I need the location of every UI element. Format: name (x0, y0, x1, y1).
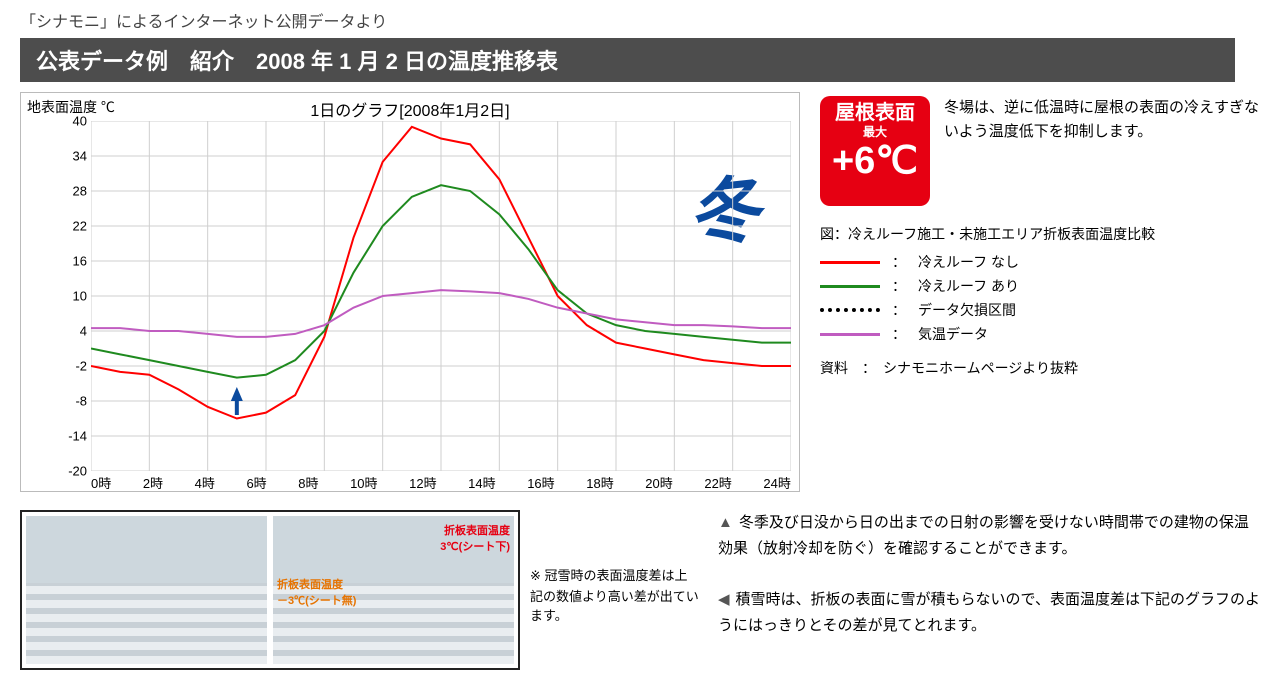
legend-row: ：冷えルーフ あり (820, 276, 1260, 296)
y-tick: -8 (75, 394, 87, 409)
y-axis-label: 地表面温度 ℃ (27, 97, 115, 117)
chart-box: 地表面温度 ℃ 1日のグラフ[2008年1月2日] 冬 -20-14-8-241… (20, 92, 800, 492)
legend-label: 冷えルーフ あり (918, 276, 1019, 296)
x-tick: 0時 (91, 473, 111, 492)
legend-label: データ欠損区間 (918, 300, 1016, 320)
header-bar: 公表データ例 紹介 2008 年 1 月 2 日の温度推移表 (20, 38, 1235, 82)
legend-swatch (820, 333, 880, 336)
badge-line1: 屋根表面 (824, 102, 926, 124)
x-tick: 6時 (246, 473, 266, 492)
main-row: 地表面温度 ℃ 1日のグラフ[2008年1月2日] 冬 -20-14-8-241… (20, 92, 1260, 492)
photo-note: ※ 冠雪時の表面温度差は上記の数値より高い差が出ています。 (530, 510, 700, 670)
photo-label-2: 折板表面温度 －3℃(シート無) (277, 576, 356, 608)
photo-box: 折板表面温度 3℃(シート下) 折板表面温度 －3℃(シート無) (20, 510, 520, 670)
x-tick: 18時 (586, 473, 613, 492)
photo-right: 折板表面温度 3℃(シート下) 折板表面温度 －3℃(シート無) (273, 516, 514, 664)
x-tick: 24時 (763, 473, 790, 492)
x-tick: 14時 (468, 473, 495, 492)
y-tick: 4 (80, 324, 87, 339)
side-column: 屋根表面 最大 +6℃ 冬場は、逆に低温時に屋根の表面の冷えすぎないよう温度低下… (820, 92, 1260, 492)
legend-rows: ：冷えルーフ なし ：冷えルーフ あり ：データ欠損区間 ：気温データ (820, 252, 1260, 344)
y-tick: 40 (73, 114, 87, 129)
triangle-icon: ▲ (718, 510, 733, 536)
chart-area: 地表面温度 ℃ 1日のグラフ[2008年1月2日] 冬 -20-14-8-241… (20, 92, 800, 492)
legend-swatch (820, 261, 880, 264)
y-tick: -2 (75, 359, 87, 374)
bottom-row: 折板表面温度 3℃(シート下) 折板表面温度 －3℃(シート無) ※ 冠雪時の表… (20, 510, 1260, 670)
x-tick: 16時 (527, 473, 554, 492)
note-text: 冠雪時の表面温度差は上記の数値より高い差が出ています。 (530, 568, 699, 623)
triangle-icon: ◀ (718, 587, 730, 613)
legend-label: 冷えルーフ なし (918, 252, 1019, 272)
legend-swatch (820, 285, 880, 288)
x-tick: 20時 (645, 473, 672, 492)
badge-description: 冬場は、逆に低温時に屋根の表面の冷えすぎないよう温度低下を抑制します。 (944, 96, 1260, 144)
y-tick: 16 (73, 254, 87, 269)
x-tick: 22時 (704, 473, 731, 492)
photo-label-1: 折板表面温度 3℃(シート下) (440, 522, 510, 554)
bullet-1: ▲冬季及び日没から日の出までの日射の影響を受けない時間帯での建物の保温効果（放射… (718, 510, 1260, 561)
legend-row: ：気温データ (820, 324, 1260, 344)
legend-title: 図：冷えルーフ施工・未施工エリア折板表面温度比較 (820, 224, 1260, 244)
badge-line2: 最大 (824, 126, 926, 139)
bullet-2-text: 積雪時は、折板の表面に雪が積もらないので、表面温度差は下記のグラフのようにはっき… (718, 591, 1260, 634)
y-tick: -20 (68, 464, 87, 479)
legend-label: 気温データ (918, 324, 988, 344)
bullet-1-text: 冬季及び日没から日の出までの日射の影響を受けない時間帯での建物の保温効果（放射冷… (718, 514, 1249, 557)
y-tick: 28 (73, 184, 87, 199)
y-tick: -14 (68, 429, 87, 444)
legend-swatch (820, 308, 880, 312)
y-ticks: -20-14-8-24101622283440 (51, 121, 91, 471)
x-tick: 2時 (143, 473, 163, 492)
temperature-badge: 屋根表面 最大 +6℃ (820, 96, 930, 206)
legend-row: ：データ欠損区間 (820, 300, 1260, 320)
chart-title: 1日のグラフ[2008年1月2日] (310, 97, 509, 121)
y-tick: 34 (73, 149, 87, 164)
x-ticks: 0時 2時 4時 6時 8時 10時 12時 14時 16時 18時 20時 22時 24時 (91, 473, 791, 492)
badge-line3: +6℃ (824, 141, 926, 183)
bullet-list: ▲冬季及び日没から日の出までの日射の影響を受けない時間帯での建物の保温効果（放射… (718, 510, 1260, 664)
x-tick: 4時 (195, 473, 215, 492)
bullet-2: ◀積雪時は、折板の表面に雪が積もらないので、表面温度差は下記のグラフのようにはっ… (718, 587, 1260, 638)
badge-row: 屋根表面 最大 +6℃ 冬場は、逆に低温時に屋根の表面の冷えすぎないよう温度低下… (820, 96, 1260, 206)
x-tick: 8時 (298, 473, 318, 492)
x-tick: 12時 (409, 473, 436, 492)
legend-source: 資料 ： シナモニホームページより抜粋 (820, 358, 1260, 378)
y-tick: 10 (73, 289, 87, 304)
x-tick: 10時 (350, 473, 377, 492)
y-tick: 22 (73, 219, 87, 234)
legend-row: ：冷えルーフ なし (820, 252, 1260, 272)
photo-left (26, 516, 267, 664)
note-prefix: ※ (530, 569, 541, 584)
top-note: 「シナモニ」によるインターネット公開データより (20, 8, 1260, 32)
chart-plot (91, 121, 791, 471)
